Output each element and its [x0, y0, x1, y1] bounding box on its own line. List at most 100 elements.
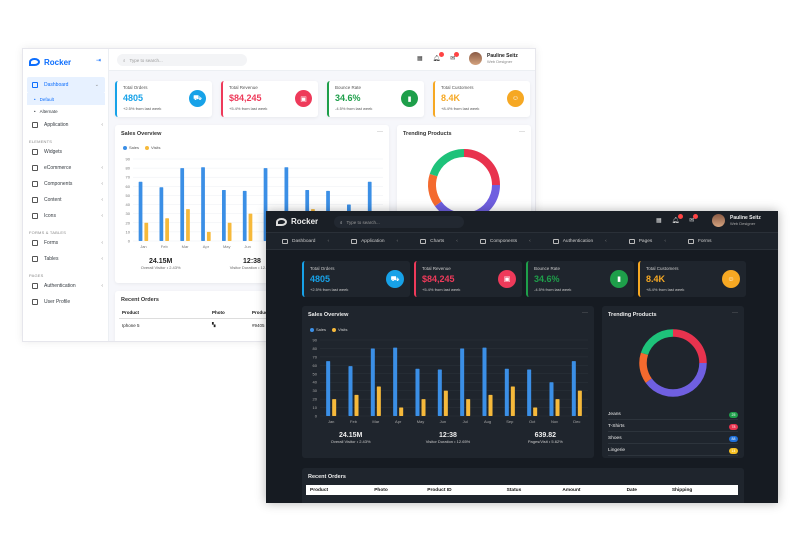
panel-title: Sales Overview: [121, 131, 162, 137]
sidebar-item-content[interactable]: Content ‹: [23, 192, 109, 208]
sidebar-item-dashboard[interactable]: Dashboard ⌄: [27, 77, 105, 93]
donut-segment-0[interactable]: [672, 329, 707, 364]
list-item[interactable]: Jeans 25: [608, 410, 738, 420]
bar-sales-jun[interactable]: [242, 190, 247, 241]
card-total-customers[interactable]: Total Customers 8.4K +8.4% from last week ☺: [433, 81, 530, 117]
bar-sales-may[interactable]: [415, 368, 420, 416]
card-total-customers[interactable]: Total Customers 8.4K +8.4% from last week ☺: [638, 261, 746, 297]
donut-segment-2[interactable]: [639, 352, 652, 383]
bar-visits-may[interactable]: [421, 399, 426, 416]
card-total-revenue[interactable]: Total Revenue $84,245 +5.4% from last week…: [414, 261, 522, 297]
sidebar-item-icons[interactable]: Icons ‹: [23, 208, 109, 224]
list-item[interactable]: T-Shirts 78: [608, 422, 738, 432]
bar-sales-jun[interactable]: [437, 369, 442, 416]
card-total-revenue[interactable]: Total Revenue $84,245 +5.4% from last week…: [221, 81, 318, 117]
bar-sales-jul[interactable]: [460, 348, 465, 416]
bar-sales-feb[interactable]: [348, 366, 353, 416]
sidebar-subitem-alternate[interactable]: • Alternate: [23, 105, 109, 117]
bar-visits-mar[interactable]: [186, 209, 190, 241]
bar-sales-mar[interactable]: [180, 168, 185, 241]
more-icon[interactable]: ···: [732, 310, 738, 316]
bar-visits-sep[interactable]: [510, 386, 515, 416]
bar-sales-dec[interactable]: [571, 361, 576, 416]
donut-segment-3[interactable]: [429, 149, 465, 177]
bar-sales-may[interactable]: [222, 189, 226, 241]
bar-visits-feb[interactable]: [165, 218, 169, 241]
sidebar-toggle-icon[interactable]: ⇥: [96, 58, 102, 64]
more-icon[interactable]: ···: [582, 310, 588, 316]
bar-sales-jan[interactable]: [326, 361, 331, 416]
nav-item-dashboard[interactable]: Dashboard ‹: [266, 238, 335, 244]
bar-visits-mar[interactable]: [376, 386, 381, 416]
nav-item-components[interactable]: Components ‹: [464, 238, 537, 244]
donut-segment-1[interactable]: [645, 362, 707, 397]
bar-visits-apr[interactable]: [206, 231, 211, 241]
sidebar-item-forms[interactable]: Forms ‹: [23, 235, 109, 251]
bar-visits-jan[interactable]: [144, 222, 149, 241]
bar-visits-feb[interactable]: [354, 394, 359, 416]
bar-visits-aug[interactable]: [488, 394, 493, 416]
bar-sales-nov[interactable]: [549, 382, 554, 416]
nav-item-authentication[interactable]: Authentication ‹: [537, 238, 613, 244]
sidebar-item-components[interactable]: Components ‹: [23, 176, 109, 192]
bar-sales-oct[interactable]: [527, 369, 532, 416]
bar-sales-feb[interactable]: [159, 187, 164, 241]
bar-sales-mar[interactable]: [370, 348, 375, 416]
card-total-orders[interactable]: Total Orders 4805 +2.5% from last week ⛟: [302, 261, 410, 297]
apps-icon[interactable]: ▦: [656, 218, 662, 224]
bar-visits-oct[interactable]: [533, 407, 538, 416]
search-input[interactable]: ⌕ Type to search...: [117, 54, 247, 66]
sidebar-item-tables[interactable]: Tables ‹: [23, 251, 109, 267]
sidebar-item-authentication[interactable]: Authentication ‹: [23, 278, 109, 294]
donut-segment-0[interactable]: [463, 149, 500, 186]
bar-sales-apr[interactable]: [201, 167, 205, 241]
user-menu[interactable]: Pauline Seitz Web Designer: [469, 52, 518, 65]
nav-item-pages[interactable]: Pages ‹: [613, 238, 672, 244]
bar-visits-nov[interactable]: [555, 399, 560, 416]
message-icon[interactable]: ✉︎: [450, 52, 460, 62]
search-input[interactable]: ⌕ Type to search...: [334, 216, 464, 228]
bar-sales-jan[interactable]: [138, 181, 143, 241]
sidebar-item-ecommerce[interactable]: eCommerce ‹: [23, 160, 109, 176]
bar-visits-may[interactable]: [227, 222, 232, 241]
bell-icon[interactable]: 🔔︎: [672, 214, 684, 224]
x-tick-label: Jan: [328, 419, 334, 424]
bar-visits-apr[interactable]: [399, 407, 404, 416]
bar-visits-dec[interactable]: [577, 390, 582, 416]
message-icon[interactable]: ✉︎: [689, 214, 699, 224]
panel-title: Sales Overview: [308, 312, 349, 318]
brand[interactable]: Rocker: [276, 217, 318, 226]
list-item[interactable]: Shoes 88: [608, 434, 738, 444]
bar-sales-aug[interactable]: [482, 347, 487, 416]
bell-icon[interactable]: 🔔︎: [433, 52, 445, 62]
donut-segment-2[interactable]: [428, 173, 442, 207]
user-menu[interactable]: Pauline Seitz Web Designer: [712, 214, 761, 227]
product-photo: ▚: [212, 322, 216, 328]
bar-sales-sep[interactable]: [504, 368, 509, 416]
list-item[interactable]: Lingerie 14: [608, 446, 738, 456]
product-name: Lingerie: [608, 448, 626, 453]
card-bounce-rate[interactable]: Bounce Rate 34.6% -4.5% from last week ▮: [526, 261, 634, 297]
bar-visits-jun[interactable]: [443, 390, 448, 416]
nav-item-forms[interactable]: Forms: [672, 238, 718, 244]
wallet-icon: ▣: [295, 90, 312, 107]
nav-item-application[interactable]: Application ‹: [335, 238, 404, 244]
more-icon[interactable]: ···: [377, 129, 383, 135]
more-icon[interactable]: ···: [519, 129, 525, 135]
sidebar-item-application[interactable]: Application ‹: [23, 117, 109, 133]
card-total-orders[interactable]: Total Orders 4805 +2.5% from last week ⛟: [115, 81, 212, 117]
bar-visits-jul[interactable]: [466, 399, 471, 416]
donut-segment-3[interactable]: [640, 329, 674, 356]
card-title: Total Customers: [646, 266, 679, 271]
brand[interactable]: Rocker: [29, 55, 71, 69]
bar-visits-jan[interactable]: [332, 399, 337, 416]
nav-item-charts[interactable]: Charts ‹: [404, 238, 464, 244]
sidebar-item-widgets[interactable]: Widgets: [23, 144, 109, 160]
bar-sales-apr[interactable]: [393, 347, 398, 416]
bar-visits-jun[interactable]: [248, 213, 253, 241]
sidebar-item-user-profile[interactable]: User Profile: [23, 294, 109, 310]
card-bounce-rate[interactable]: Bounce Rate 34.6% -4.5% from last week ▮: [327, 81, 424, 117]
table-row[interactable]: Iphone 5 ▚ #9405: [119, 318, 385, 332]
sidebar-subitem-default[interactable]: • Default: [27, 93, 105, 105]
apps-icon[interactable]: ▦: [417, 56, 423, 62]
